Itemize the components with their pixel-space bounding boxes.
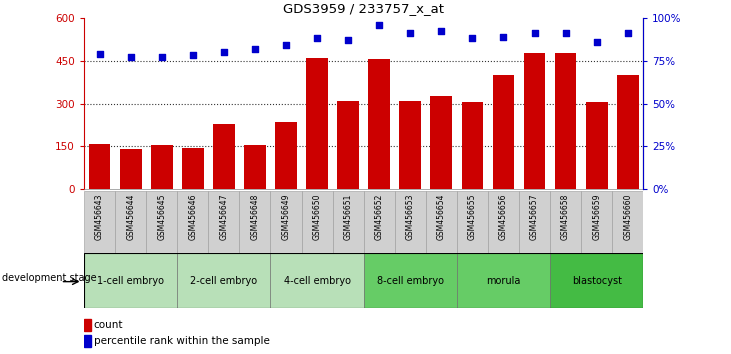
- Bar: [399, 101, 421, 189]
- Point: [466, 35, 478, 41]
- Text: GSM456646: GSM456646: [189, 194, 197, 240]
- Text: blastocyst: blastocyst: [572, 275, 621, 286]
- Point: [591, 39, 602, 45]
- Text: GSM456656: GSM456656: [499, 194, 508, 240]
- Bar: [88, 144, 110, 189]
- Bar: [270, 191, 301, 253]
- Bar: [555, 53, 577, 189]
- Text: count: count: [94, 320, 124, 330]
- Bar: [523, 53, 545, 189]
- Bar: [84, 319, 91, 331]
- Point: [280, 42, 292, 48]
- Bar: [301, 191, 333, 253]
- Text: GSM456653: GSM456653: [406, 194, 414, 240]
- Text: GSM456645: GSM456645: [157, 194, 166, 240]
- Bar: [306, 58, 328, 189]
- Bar: [363, 253, 457, 308]
- Text: GSM456660: GSM456660: [624, 194, 632, 240]
- Text: GSM456649: GSM456649: [281, 194, 290, 240]
- Point: [498, 34, 510, 39]
- Bar: [182, 148, 204, 189]
- Bar: [395, 191, 425, 253]
- Point: [311, 35, 323, 41]
- Bar: [493, 75, 515, 189]
- Bar: [177, 253, 270, 308]
- Text: GSM456647: GSM456647: [219, 194, 228, 240]
- Text: GSM456651: GSM456651: [344, 194, 352, 240]
- Bar: [617, 75, 639, 189]
- Text: GSM456654: GSM456654: [437, 194, 446, 240]
- Bar: [368, 59, 390, 189]
- Title: GDS3959 / 233757_x_at: GDS3959 / 233757_x_at: [283, 2, 444, 15]
- Bar: [151, 145, 173, 189]
- Bar: [457, 191, 488, 253]
- Bar: [550, 191, 581, 253]
- Bar: [270, 253, 363, 308]
- Bar: [363, 191, 395, 253]
- Point: [125, 55, 137, 60]
- Bar: [586, 102, 607, 189]
- Text: development stage: development stage: [1, 273, 96, 283]
- Text: GSM456648: GSM456648: [251, 194, 260, 240]
- Bar: [519, 191, 550, 253]
- Bar: [461, 102, 483, 189]
- Bar: [275, 122, 297, 189]
- Bar: [457, 253, 550, 308]
- Point: [374, 22, 385, 27]
- Point: [156, 55, 167, 60]
- Point: [404, 30, 416, 36]
- Bar: [333, 191, 363, 253]
- Bar: [213, 124, 235, 189]
- Text: GSM456650: GSM456650: [313, 194, 322, 240]
- Bar: [208, 191, 239, 253]
- Point: [94, 51, 105, 57]
- Bar: [425, 191, 457, 253]
- Text: GSM456652: GSM456652: [375, 194, 384, 240]
- Bar: [84, 253, 177, 308]
- Bar: [177, 191, 208, 253]
- Point: [560, 30, 572, 36]
- Bar: [115, 191, 146, 253]
- Bar: [84, 191, 115, 253]
- Text: morula: morula: [486, 275, 520, 286]
- Bar: [488, 191, 519, 253]
- Text: GSM456657: GSM456657: [530, 194, 539, 240]
- Point: [342, 37, 354, 43]
- Text: GSM456644: GSM456644: [126, 194, 135, 240]
- Bar: [84, 335, 91, 347]
- Text: GSM456655: GSM456655: [468, 194, 477, 240]
- Bar: [337, 101, 359, 189]
- Text: percentile rank within the sample: percentile rank within the sample: [94, 336, 270, 346]
- Bar: [146, 191, 177, 253]
- Text: 4-cell embryo: 4-cell embryo: [284, 275, 351, 286]
- Point: [436, 29, 447, 34]
- Bar: [612, 191, 643, 253]
- Point: [187, 53, 199, 58]
- Point: [529, 30, 540, 36]
- Point: [622, 30, 634, 36]
- Bar: [550, 253, 643, 308]
- Text: GSM456659: GSM456659: [592, 194, 601, 240]
- Bar: [244, 145, 266, 189]
- Bar: [431, 96, 452, 189]
- Bar: [581, 191, 612, 253]
- Bar: [120, 149, 142, 189]
- Point: [218, 49, 230, 55]
- Text: GSM456643: GSM456643: [95, 194, 104, 240]
- Text: 1-cell embryo: 1-cell embryo: [97, 275, 164, 286]
- Point: [249, 46, 261, 51]
- Text: GSM456658: GSM456658: [561, 194, 570, 240]
- Bar: [239, 191, 270, 253]
- Text: 2-cell embryo: 2-cell embryo: [190, 275, 257, 286]
- Text: 8-cell embryo: 8-cell embryo: [376, 275, 444, 286]
